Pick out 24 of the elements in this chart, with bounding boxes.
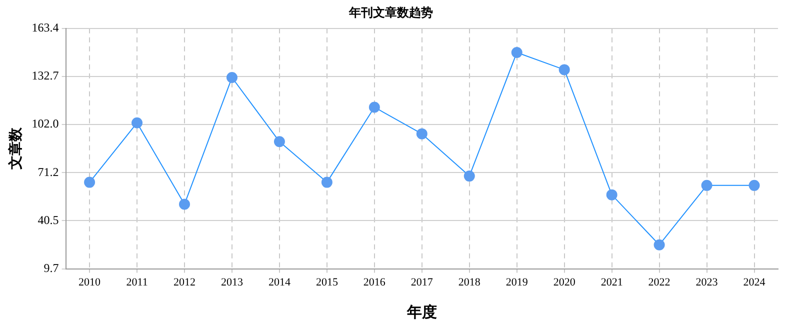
y-tick-label: 40.5 <box>38 212 59 227</box>
y-tick-label: 132.7 <box>32 68 59 83</box>
x-tick-label: 2017 <box>410 276 434 288</box>
x-tick-label: 2011 <box>126 276 148 288</box>
x-tick-label: 2015 <box>316 276 338 288</box>
y-axis-title: 文章数 <box>7 126 24 171</box>
x-tick-label: 2014 <box>268 276 291 288</box>
x-tick-label: 2021 <box>600 276 623 288</box>
x-axis-title: 年度 <box>406 302 437 321</box>
x-tick-label: 2016 <box>363 276 386 288</box>
chart-title: 年刊文章数趋势 <box>348 5 433 20</box>
y-tick-label: 9.7 <box>44 260 59 275</box>
y-tick-label: 102.0 <box>32 116 59 131</box>
x-tick-label: 2019 <box>506 276 528 288</box>
x-tick-label: 2013 <box>220 276 244 288</box>
x-tick-label: 2020 <box>553 276 576 288</box>
x-tick-label: 2023 <box>696 276 718 288</box>
y-tick-label: 163.4 <box>32 20 59 35</box>
x-tick-label: 2010 <box>78 276 102 288</box>
x-tick-label: 2024 <box>743 276 766 288</box>
x-tick-label: 2022 <box>648 276 670 288</box>
y-tick-label: 71.2 <box>38 164 59 179</box>
x-tick-label: 2012 <box>174 276 196 288</box>
x-tick-label: 2018 <box>458 276 481 288</box>
